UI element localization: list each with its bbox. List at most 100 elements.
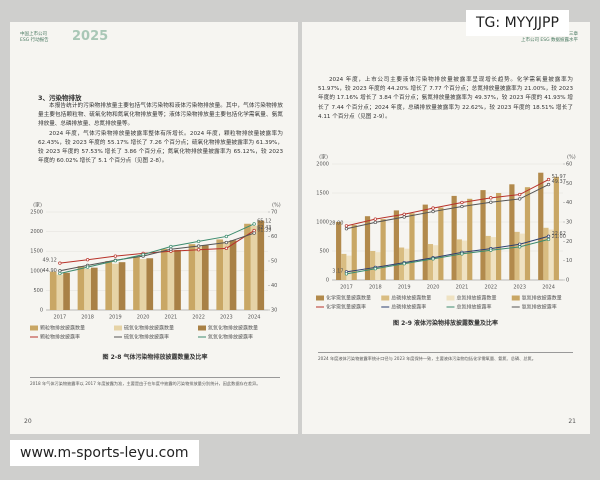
line-point xyxy=(518,192,522,197)
line-point xyxy=(252,222,256,226)
bar xyxy=(461,240,468,280)
line-point xyxy=(85,265,90,269)
x-tick-label: 2021 xyxy=(165,315,178,321)
line-point xyxy=(460,252,464,256)
data-label: 61.39 xyxy=(257,228,271,234)
y-tick-label: 2500 xyxy=(30,210,43,216)
line-point xyxy=(113,254,118,258)
brand-line: ESG 行动报告 xyxy=(20,37,49,43)
line-point xyxy=(169,247,173,251)
chapter: 第三章 xyxy=(564,32,579,37)
legend-label: 颗粒物排放披露数量 xyxy=(40,325,85,332)
line-point xyxy=(489,196,493,200)
bar xyxy=(490,237,497,280)
bar xyxy=(543,227,549,280)
bar xyxy=(456,239,462,280)
y-tick-label: 1000 xyxy=(316,220,329,226)
legend-swatch xyxy=(30,325,38,331)
bar xyxy=(201,245,209,310)
x-tick-label: 2019 xyxy=(398,285,411,291)
x-tick-label: 2023 xyxy=(513,285,526,291)
line-point xyxy=(546,234,551,238)
bar xyxy=(370,251,376,280)
y-tick-label: 1000 xyxy=(30,268,43,274)
y2-tick-label: 30 xyxy=(566,220,572,226)
bar xyxy=(188,244,196,310)
line xyxy=(346,238,549,275)
y2-tick-label: 50 xyxy=(271,259,277,265)
watermark: TG: MYYJJPP xyxy=(466,10,569,36)
line-point xyxy=(373,220,377,225)
legend-label: 化学需氧量披露数量 xyxy=(326,295,371,302)
line-point xyxy=(252,231,256,235)
bar xyxy=(139,259,147,310)
right-page: 第三章 上市公司 ESG 数据披露水平 2024 年度，上市公司主要液体污染物排… xyxy=(302,22,590,434)
data-label: 62.43 xyxy=(257,225,271,231)
bar xyxy=(433,245,439,280)
watermark: www.m-sports-leyu.com xyxy=(10,440,199,466)
x-tick-label: 2020 xyxy=(137,315,150,321)
chart: (家) (%) 0 500 1000 1500 2000 0 10 20 30 40 50 60 2017 2… xyxy=(316,154,576,311)
legend-label: 硫氧化物排放披露率 xyxy=(124,334,169,341)
data-label: 44.90 xyxy=(43,268,57,274)
paragraph: 本报告统计的污染物排放量主要包括气体污染物和液体污染物排放量。其中，气体污染物排… xyxy=(38,103,283,128)
bar xyxy=(480,190,486,280)
axis-label: (%) xyxy=(272,203,281,209)
x-tick-label: 2017 xyxy=(340,285,353,291)
paragraph: 2024 年度，气体污染物排放量披露率整体有所增长。2024 年度，颗粒物排放量… xyxy=(38,130,283,165)
bar xyxy=(404,248,410,280)
caption: 图 2-9 液体污染物排放披露数量及比率 xyxy=(392,320,499,327)
line-point xyxy=(546,237,551,242)
bar xyxy=(167,251,175,310)
line-point xyxy=(224,234,229,239)
bar xyxy=(538,172,544,280)
data-label: 51.97 xyxy=(552,174,566,180)
bar xyxy=(496,193,502,280)
bar xyxy=(223,241,230,310)
legend-label: 氨氮排放披露率 xyxy=(522,304,557,311)
y2-tick-label: 60 xyxy=(566,162,572,168)
bar xyxy=(422,204,428,280)
bar xyxy=(257,220,265,310)
line xyxy=(346,184,549,230)
line-point xyxy=(518,242,522,246)
line-point xyxy=(402,212,406,216)
legend-swatch xyxy=(511,295,520,301)
bar xyxy=(133,257,140,310)
bar xyxy=(49,271,57,310)
bar xyxy=(467,198,473,280)
line-point xyxy=(85,258,90,262)
data-label: 65.12 xyxy=(257,218,271,224)
bar xyxy=(250,225,258,310)
x-tick-label: 2019 xyxy=(109,315,122,321)
line-point xyxy=(224,240,229,245)
line-point xyxy=(58,261,62,265)
line-point xyxy=(431,206,435,210)
y2-tick-label: 10 xyxy=(566,258,572,264)
data-label: 3.17 xyxy=(332,268,343,274)
bar xyxy=(112,263,119,310)
bar xyxy=(524,187,531,280)
line xyxy=(59,232,255,272)
bar xyxy=(336,222,342,280)
left-page: 中国上市公司 ESG 行动报告 2025 3、污染物排放 本报告统计的污染物排放… xyxy=(10,22,298,434)
brand: 中国上市公司 ESG 行动报告 xyxy=(20,32,49,43)
bar xyxy=(427,244,434,280)
page-number: 21 xyxy=(568,418,576,425)
legend-label: 总磷排放披露率 xyxy=(391,304,426,311)
brand-line: 中国上市公司 xyxy=(20,32,47,37)
legend-label: 颗粒物排放披露率 xyxy=(40,334,80,341)
line-point xyxy=(489,200,493,204)
line-point xyxy=(196,239,201,244)
y-tick-label: 500 xyxy=(33,288,43,294)
bar xyxy=(393,210,399,280)
body: 本报告统计的污染物排放量主要包括气体污染物和液体污染物排放量。其中，气体污染物排… xyxy=(38,102,283,166)
line-point xyxy=(460,200,464,205)
data-label: 28.00 xyxy=(329,220,343,226)
bar xyxy=(63,272,70,310)
line-point xyxy=(546,177,551,182)
y2-tick-label: 30 xyxy=(271,308,277,314)
bar xyxy=(56,274,64,310)
y2-tick-label: 20 xyxy=(566,239,572,245)
